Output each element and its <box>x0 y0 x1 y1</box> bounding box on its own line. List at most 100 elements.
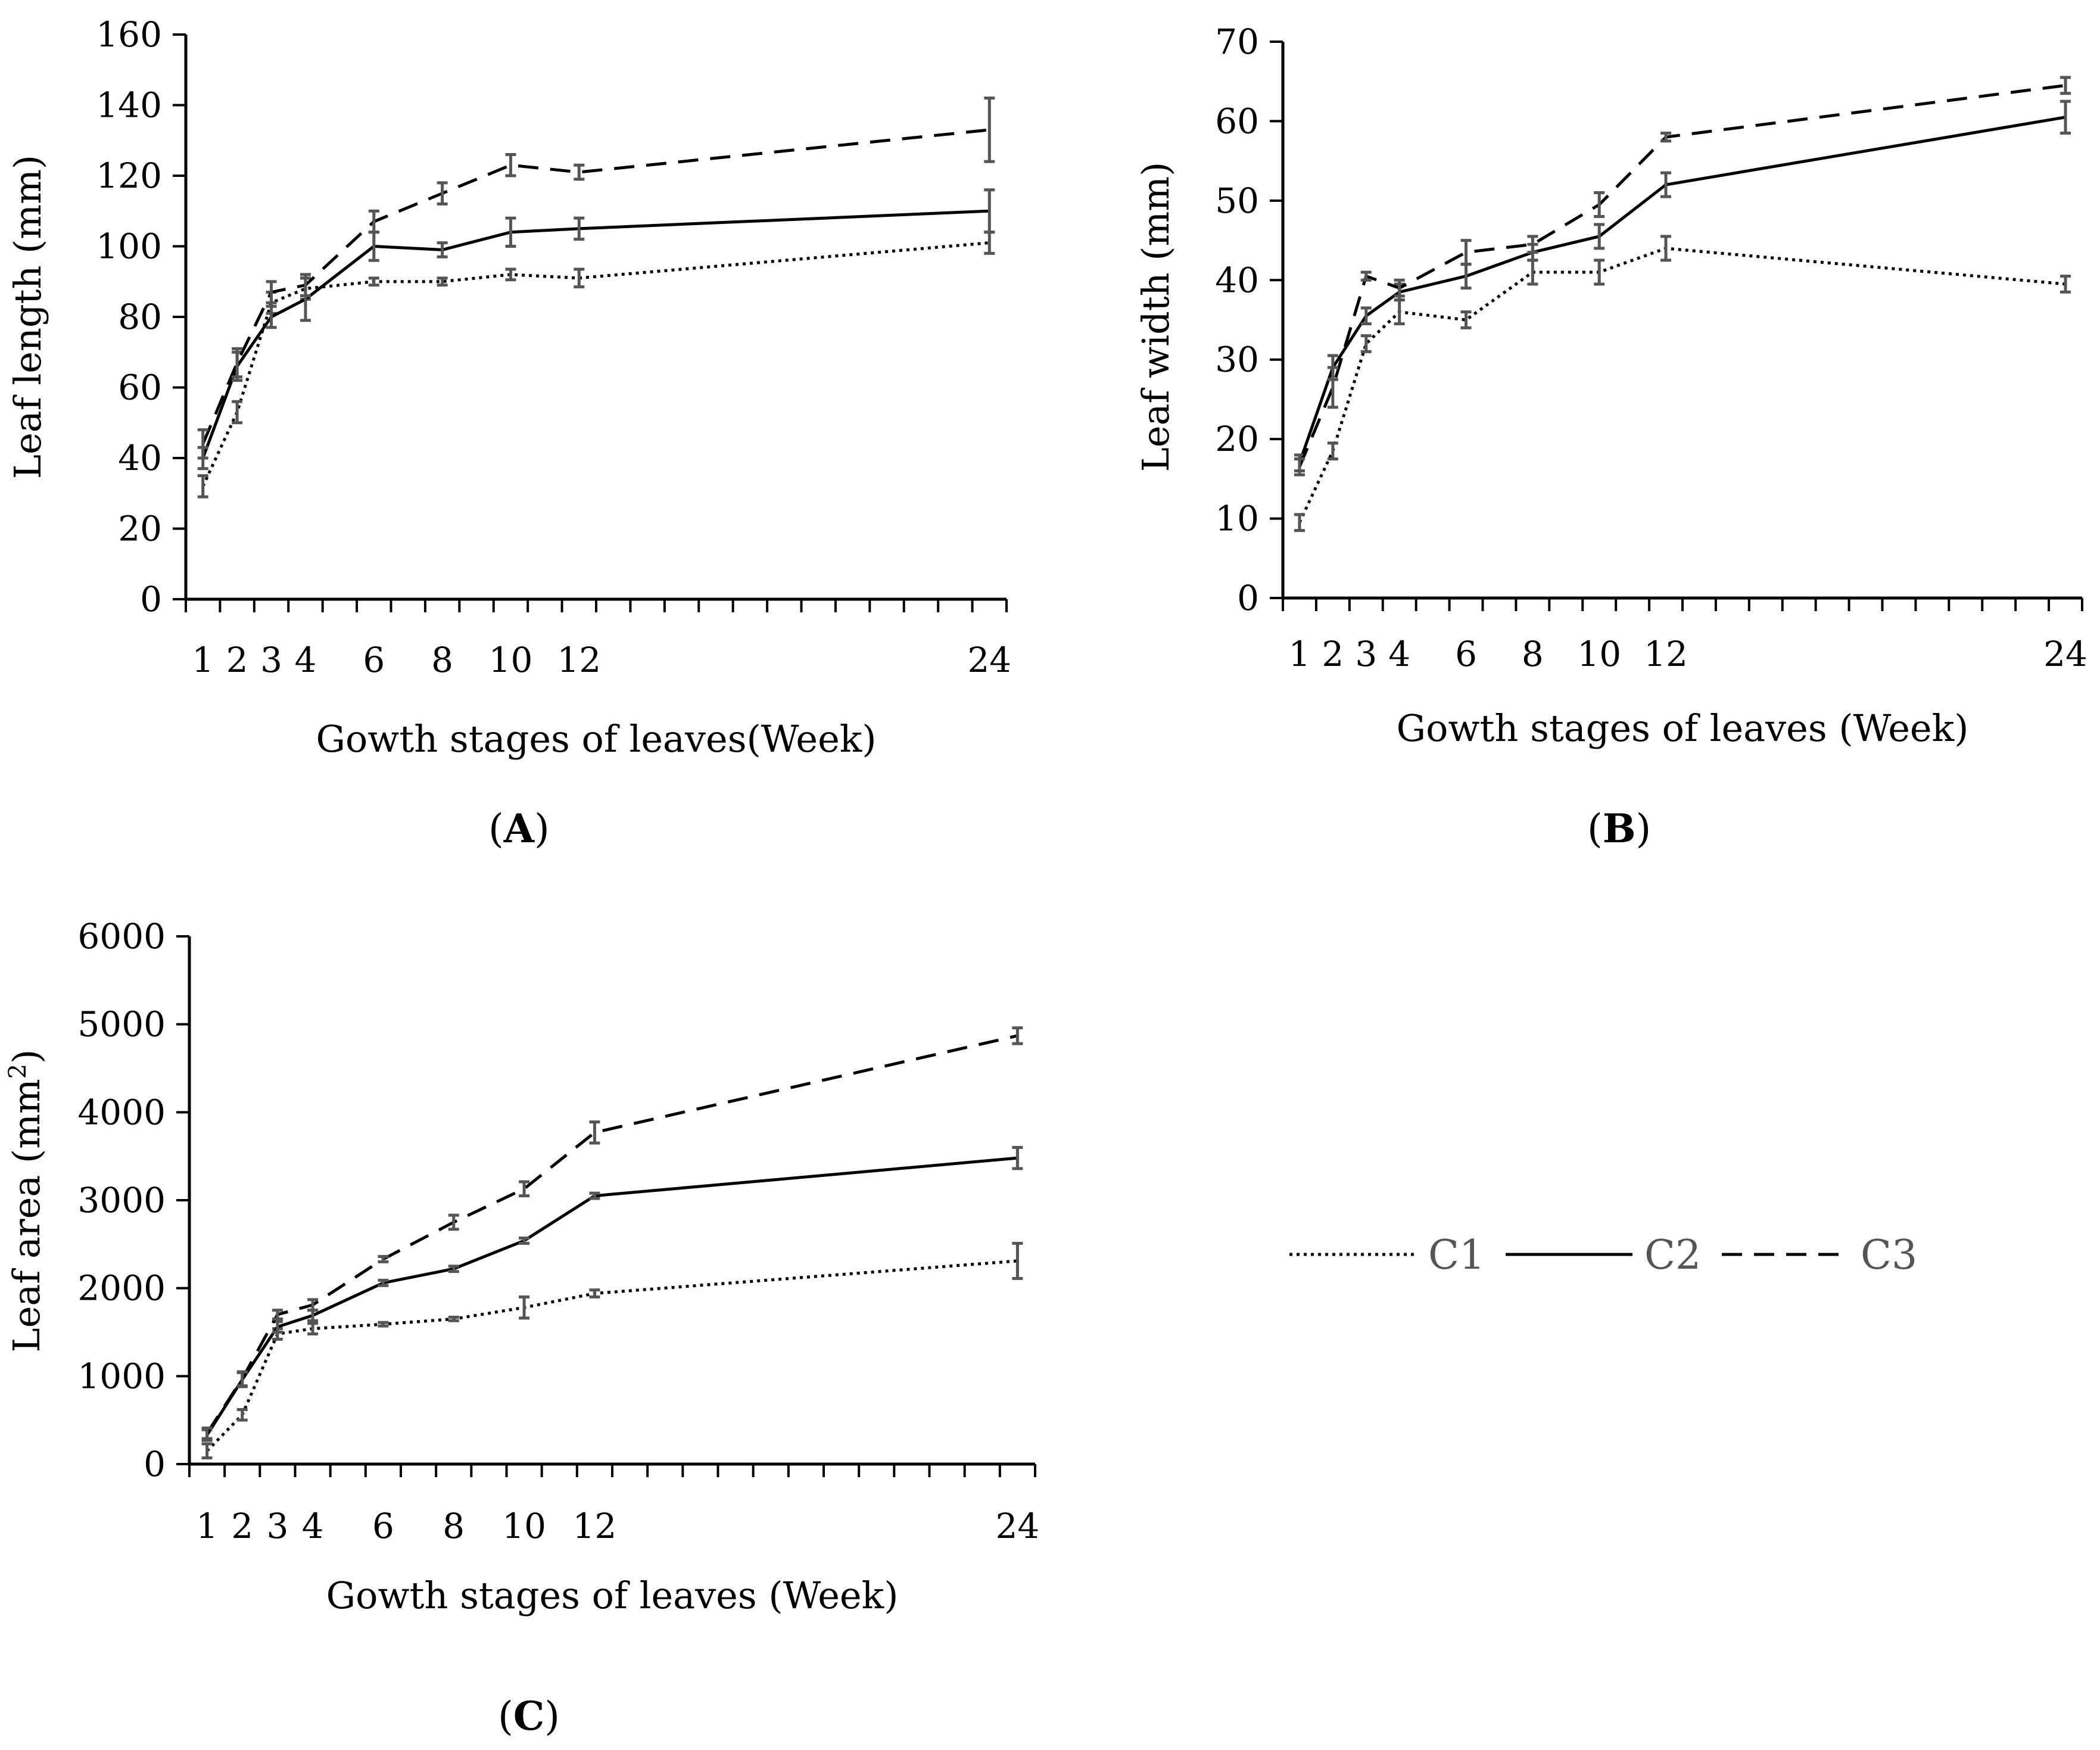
panel-b-series-c3-errorbar <box>2060 76 2071 95</box>
legend-c3-label: C3 <box>1861 1232 1917 1279</box>
panel-a-x-tick-label: 1 <box>192 640 214 680</box>
panel-b-y-axis-title: Leaf width (mm) <box>1134 162 1177 472</box>
panel-c-y-tick-label: 4000 <box>77 1092 166 1132</box>
panel-b-series-c3-line <box>1298 83 2066 468</box>
panel-a-x-tick-label: 3 <box>260 640 282 680</box>
panel-b-series-c3-errorbar <box>1594 191 1605 219</box>
panel-c-series-c1-errorbar <box>589 1288 600 1299</box>
panel-b-series-c3-errorbar <box>1327 366 1338 409</box>
panel-c-x-tick-label: 1 <box>196 1506 218 1546</box>
panel-c-y-tick-label: 1000 <box>77 1356 166 1396</box>
legend: C1 C2 C3 <box>1289 1232 1917 1279</box>
panel-c-series-c1-errorbar <box>236 1408 248 1422</box>
panel-c-x-tick-label: 3 <box>266 1506 288 1546</box>
panel-c-series-c1-errorbar <box>448 1315 459 1322</box>
panel-b-series-c1-errorbar <box>1594 259 1605 286</box>
panel-b-x-tick-label: 6 <box>1455 634 1477 674</box>
panel-b-series-c2-errorbar <box>1360 306 1372 326</box>
panel-b-series-c1-errorbar <box>2060 275 2071 294</box>
panel-b-series-c1-errorbar <box>1527 259 1538 286</box>
panel-c-x-tick-label: 6 <box>372 1506 394 1546</box>
panel-b-x-tick-label: 3 <box>1355 634 1377 674</box>
panel-b-x-tick-label: 4 <box>1388 634 1410 674</box>
panel-b-series-c3-errorbar <box>1294 457 1305 477</box>
panel-c-x-tick-label: 12 <box>573 1506 617 1546</box>
panel-c-series-c3-line <box>205 1034 1018 1434</box>
panel-a-series-c2-errorbar <box>505 216 516 248</box>
panel-a-series-c3-errorbar <box>984 96 995 163</box>
panel-a-y-tick-label: 0 <box>140 579 162 619</box>
panel-c-series-c2-errorbar <box>1012 1145 1023 1170</box>
panel-a-series-c3-errorbar <box>300 273 311 297</box>
panel-b-caption: (B) <box>1587 805 1652 852</box>
panel-b-series-c3-errorbar <box>1394 278 1405 298</box>
panel-c-series-c3-errorbar <box>307 1298 319 1312</box>
panel-b-series-c1-line <box>1298 247 2066 524</box>
panel-c-y-tick-label: 6000 <box>77 916 166 957</box>
panel-c-x-tick-label: 4 <box>302 1506 324 1546</box>
panel-a-series-c2-errorbar <box>266 304 277 329</box>
panel-c-series-c1-errorbar <box>201 1442 213 1460</box>
panel-a-series-c1-errorbar <box>197 474 208 499</box>
panel-b-x-tick-label: 1 <box>1289 634 1311 674</box>
panel-b-y-tick-label: 30 <box>1215 340 1259 380</box>
panel-a-x-tick-label: 24 <box>967 640 1011 680</box>
panel-c-series-c1-errorbar <box>378 1321 389 1328</box>
panel-b-series-c2-line <box>1298 116 2066 463</box>
panel-c-caption: (C) <box>498 1693 560 1739</box>
panel-b-series-c1-errorbar <box>1660 235 1672 262</box>
panel-b-y-tick-label: 50 <box>1215 180 1259 221</box>
panel-b-x-tick-label: 2 <box>1322 634 1344 674</box>
panel-a-series-c1-line <box>201 241 990 487</box>
panel-a-series-c3-errorbar <box>437 181 448 205</box>
panel-a-series-c3-errorbar <box>505 152 516 178</box>
panel-c-y-axis-title-superscript: 2 <box>4 1064 32 1079</box>
panel-a-y-axis-title: Leaf length (mm) <box>6 155 49 479</box>
panel-b-series-c2-errorbar <box>1594 223 1605 250</box>
panel-a-series-c3-errorbar <box>574 163 585 181</box>
panel-a-series-c3-errorbar <box>232 347 243 379</box>
panel-c-series-c1-errorbar <box>1012 1241 1023 1280</box>
panel-b-x-axis-title: Gowth stages of leaves (Week) <box>1397 706 1969 750</box>
panel-c-y-tick-label: 5000 <box>77 1004 166 1045</box>
panel-c-x-axis-title: Gowth stages of leaves (Week) <box>326 1574 899 1617</box>
panel-a-x-tick-label: 2 <box>226 640 248 680</box>
panel-c-series-c3-errorbar <box>201 1426 213 1440</box>
panel-b-series-c3-errorbar <box>1360 270 1372 282</box>
panel-b-series-c3-errorbar <box>1460 239 1472 266</box>
panel-c-series-c1-errorbar <box>307 1322 319 1335</box>
panel-a-series-c1-errorbar <box>574 267 585 289</box>
panel-a-y-tick-label: 100 <box>96 226 162 267</box>
panel-c-x-tick-label: 24 <box>996 1506 1040 1546</box>
panel-a-series-c2-errorbar <box>984 188 995 234</box>
panel-b-series-c2-errorbar <box>2060 99 2071 135</box>
panel-c-x-tick-label: 2 <box>231 1506 253 1546</box>
panel-c-y-tick-label: 0 <box>144 1444 166 1484</box>
panel-b-x-tick-label: 24 <box>2043 634 2087 674</box>
panel-a-series-c3-errorbar <box>266 280 277 304</box>
panel-b-x-tick-label: 12 <box>1644 634 1688 674</box>
panel-a-x-axis-title: Gowth stages of leaves(Week) <box>316 717 876 761</box>
panel-b-series-c1-errorbar <box>1460 310 1472 329</box>
panel-a-y-tick-label: 20 <box>118 509 162 549</box>
panel-c-y-tick-label: 2000 <box>77 1268 166 1309</box>
panel-a-series-c3-errorbar <box>197 428 208 460</box>
panel-a-x-tick-label: 4 <box>295 640 317 680</box>
panel-a-x-tick-label: 10 <box>489 640 533 680</box>
panel-c-series-c3-errorbar <box>519 1180 530 1198</box>
panel-c-series-c3-errorbar <box>236 1370 248 1388</box>
panel-b-series-c1-errorbar <box>1360 334 1372 353</box>
panel-a-series-c1-errorbar <box>232 400 243 425</box>
panel-b-x-tick-label: 8 <box>1522 634 1544 674</box>
panel-a-y-tick-label: 140 <box>96 85 162 126</box>
panel-b-series-c1-errorbar <box>1294 513 1305 533</box>
panel-a-series-c1-errorbar <box>368 276 379 287</box>
panel-a-series-c2-errorbar <box>437 241 448 259</box>
panel-a-y-tick-label: 40 <box>118 438 162 478</box>
panel-a-x-tick-label: 6 <box>363 640 385 680</box>
panel-a-caption: (A) <box>488 805 550 852</box>
panel-a-x-tick-label: 12 <box>557 640 601 680</box>
